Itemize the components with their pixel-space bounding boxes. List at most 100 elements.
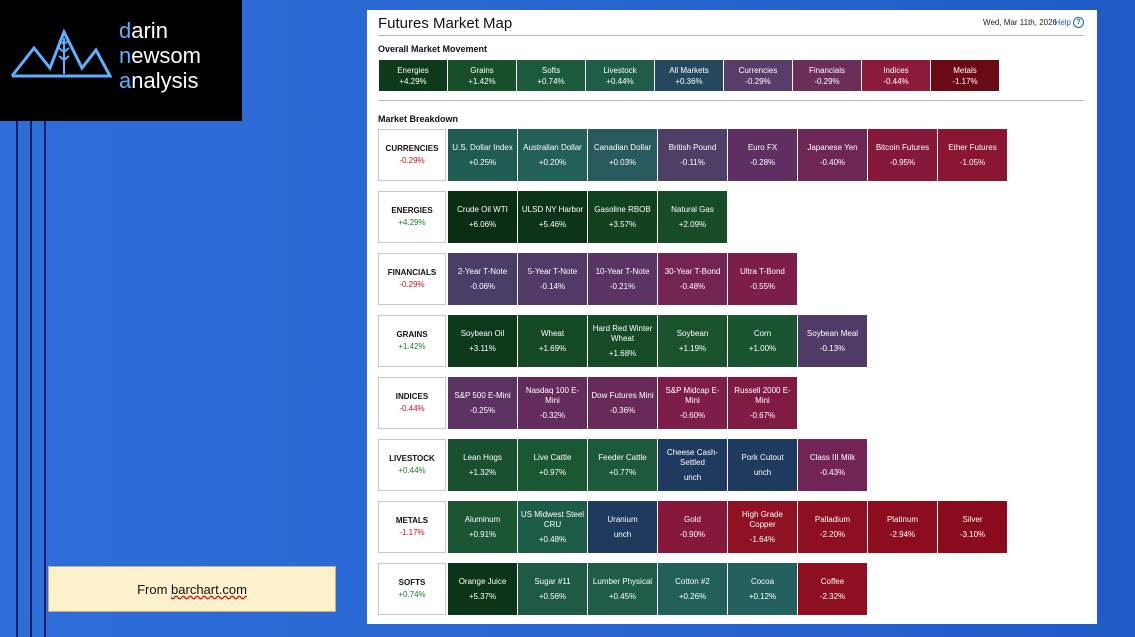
sector-label[interactable]: GRAINS +1.42% [378,315,446,367]
market-name: 30-Year T-Bond [664,266,721,276]
market-name: Gold [684,514,701,524]
source-link[interactable]: barchart.com [171,581,247,597]
overall-tile[interactable]: Energies +4.29% [379,60,447,91]
market-tile[interactable]: Aluminum +0.91% [448,501,517,553]
overall-tile[interactable]: Softs +0.74% [517,60,585,91]
market-tile[interactable]: Soybean Oil +3.11% [448,315,517,367]
market-change: +1.00% [748,343,777,353]
market-tile[interactable]: Hard Red Winter Wheat +1.68% [588,315,657,367]
sector-label[interactable]: METALS -1.17% [378,501,446,553]
market-name: Lumber Physical [592,576,653,586]
market-change: -2.32% [819,591,846,601]
market-tile[interactable]: Ether Futures -1.05% [938,129,1007,181]
market-change: -0.21% [609,281,636,291]
sector-label[interactable]: LIVESTOCK +0.44% [378,439,446,491]
market-tile[interactable]: Canadian Dollar +0.03% [588,129,657,181]
market-tile[interactable]: S&P 500 E-Mini -0.25% [448,377,517,429]
market-tile[interactable]: Orange Juice +5.37% [448,563,517,615]
market-tile[interactable]: Dow Futures Mini -0.36% [588,377,657,429]
market-tile[interactable]: Australian Dollar +0.20% [518,129,587,181]
tile-change: +4.29% [399,76,427,86]
market-tile[interactable]: 30-Year T-Bond -0.48% [658,253,727,305]
market-tile[interactable]: Soybean +1.19% [658,315,727,367]
market-name: Lean Hogs [463,452,502,462]
help-link[interactable]: Help ? [1055,17,1084,28]
market-tile[interactable]: Corn +1.00% [728,315,797,367]
market-name: Wheat [540,328,565,338]
logo-initial: d [119,18,132,43]
sector-change: +4.29% [398,218,426,227]
market-tile[interactable]: Japanese Yen -0.40% [798,129,867,181]
overall-tile[interactable]: Financials -0.29% [793,60,861,91]
market-tile[interactable]: Lean Hogs +1.32% [448,439,517,491]
divider [378,100,1084,101]
sector-row: CURRENCIES -0.29% U.S. Dollar Index +0.25% A… [378,129,1007,181]
market-tile[interactable]: Class III Milk -0.43% [798,439,867,491]
market-tile[interactable]: Russell 2000 E-Mini -0.67% [728,377,797,429]
tile-change: -0.44% [883,76,909,86]
market-tile[interactable]: Cheese Cash-Settled unch [658,439,727,491]
market-tile[interactable]: U.S. Dollar Index +0.25% [448,129,517,181]
sector-label[interactable]: FINANCIALS -0.29% [378,253,446,305]
market-tile[interactable]: Natural Gas +2.09% [658,191,727,243]
market-tile[interactable]: ULSD NY Harbor +5.46% [518,191,587,243]
market-tile[interactable]: Bitcoin Futures -0.95% [868,129,937,181]
breakdown-section-label: Market Breakdown [378,114,459,124]
market-tile[interactable]: Uranium unch [588,501,657,553]
market-tile[interactable]: Nasdaq 100 E-Mini -0.32% [518,377,587,429]
market-tile[interactable]: Crude Oil WTI +6.06% [448,191,517,243]
market-tile[interactable]: Euro FX -0.28% [728,129,797,181]
market-tile[interactable]: Live Cattle +0.97% [518,439,587,491]
market-tile[interactable]: Ultra T-Bond -0.55% [728,253,797,305]
market-tile[interactable]: Pork Cutout unch [728,439,797,491]
market-change: +0.26% [678,591,707,601]
sector-label[interactable]: CURRENCIES -0.29% [378,129,446,181]
market-change: +1.68% [608,348,637,358]
overall-tile[interactable]: Metals -1.17% [931,60,999,91]
market-tile[interactable]: Cotton #2 +0.26% [658,563,727,615]
market-tile[interactable]: 10-Year T-Note -0.21% [588,253,657,305]
market-tile[interactable]: High Grade Copper -1.64% [728,501,797,553]
market-tile[interactable]: Coffee -2.32% [798,563,867,615]
market-tile[interactable]: Silver -3.10% [938,501,1007,553]
market-name: Ether Futures [948,142,997,152]
sector-row: ENERGIES +4.29% Crude Oil WTI +6.06% ULSD NY… [378,191,727,243]
market-tile[interactable]: Palladium -2.20% [798,501,867,553]
market-name: US Midwest Steel CRU [520,509,585,529]
market-change: +2.09% [678,219,707,229]
overall-tile[interactable]: Livestock +0.44% [586,60,654,91]
overall-tile[interactable]: Currencies -0.29% [724,60,792,91]
overall-tile[interactable]: Indices -0.44% [862,60,930,91]
market-tile[interactable]: Cocoa +0.12% [728,563,797,615]
market-change: -0.60% [679,410,706,420]
market-tile[interactable]: British Pound -0.11% [658,129,727,181]
market-tile[interactable]: 5-Year T-Note -0.14% [518,253,587,305]
sector-label[interactable]: ENERGIES +4.29% [378,191,446,243]
market-tile[interactable]: 2-Year T-Note -0.06% [448,253,517,305]
market-tile[interactable]: Lumber Physical +0.45% [588,563,657,615]
market-tile[interactable]: Soybean Meal -0.13% [798,315,867,367]
market-tile[interactable]: Platinum -2.94% [868,501,937,553]
overall-tile[interactable]: Grains +1.42% [448,60,516,91]
sector-label[interactable]: SOFTS +0.74% [378,563,446,615]
market-change: +0.12% [748,591,777,601]
sector-label[interactable]: INDICES -0.44% [378,377,446,429]
market-tile[interactable]: S&P Midcap E-Mini -0.60% [658,377,727,429]
market-tile[interactable]: US Midwest Steel CRU +0.48% [518,501,587,553]
market-change: -0.95% [889,157,916,167]
sector-row: METALS -1.17% Aluminum +0.91% US Midwest Ste… [378,501,1007,553]
market-tile[interactable]: Feeder Cattle +0.77% [588,439,657,491]
market-tile[interactable]: Gold -0.90% [658,501,727,553]
market-change: -2.94% [889,529,916,539]
overall-tile[interactable]: All Markets +0.36% [655,60,723,91]
market-name: Coffee [820,576,845,586]
market-tile[interactable]: Wheat +1.69% [518,315,587,367]
market-change: unch [683,472,702,482]
market-tile[interactable]: Sugar #11 +0.56% [518,563,587,615]
market-name: Australian Dollar [523,142,582,152]
sector-change: -1.17% [399,528,425,537]
market-tile[interactable]: Gasoline RBOB +3.57% [588,191,657,243]
tile-change: -1.17% [952,76,978,86]
market-change: +0.97% [538,467,567,477]
market-name: Hard Red Winter Wheat [592,323,653,343]
